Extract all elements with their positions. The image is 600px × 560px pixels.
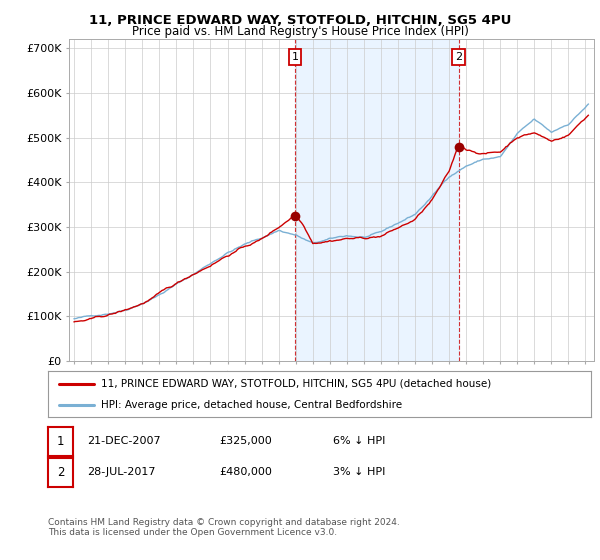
Text: Price paid vs. HM Land Registry's House Price Index (HPI): Price paid vs. HM Land Registry's House … [131, 25, 469, 38]
Text: Contains HM Land Registry data © Crown copyright and database right 2024.
This d: Contains HM Land Registry data © Crown c… [48, 518, 400, 538]
Text: 3% ↓ HPI: 3% ↓ HPI [333, 467, 385, 477]
Text: 2: 2 [57, 466, 64, 479]
Text: 2: 2 [455, 52, 463, 62]
Text: 1: 1 [292, 52, 299, 62]
Text: 11, PRINCE EDWARD WAY, STOTFOLD, HITCHIN, SG5 4PU (detached house): 11, PRINCE EDWARD WAY, STOTFOLD, HITCHIN… [101, 379, 491, 389]
Text: £325,000: £325,000 [219, 436, 272, 446]
Text: 28-JUL-2017: 28-JUL-2017 [87, 467, 155, 477]
Text: 11, PRINCE EDWARD WAY, STOTFOLD, HITCHIN, SG5 4PU: 11, PRINCE EDWARD WAY, STOTFOLD, HITCHIN… [89, 14, 511, 27]
Text: HPI: Average price, detached house, Central Bedfordshire: HPI: Average price, detached house, Cent… [101, 400, 402, 410]
Bar [295, 39, 459, 361]
Text: 1: 1 [57, 435, 64, 449]
Text: 21-DEC-2007: 21-DEC-2007 [87, 436, 161, 446]
Text: 6% ↓ HPI: 6% ↓ HPI [333, 436, 385, 446]
Text: £480,000: £480,000 [219, 467, 272, 477]
